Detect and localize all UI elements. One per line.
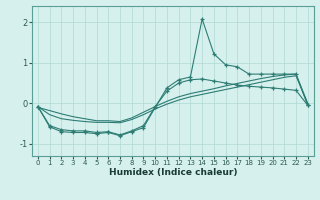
X-axis label: Humidex (Indice chaleur): Humidex (Indice chaleur): [108, 168, 237, 177]
